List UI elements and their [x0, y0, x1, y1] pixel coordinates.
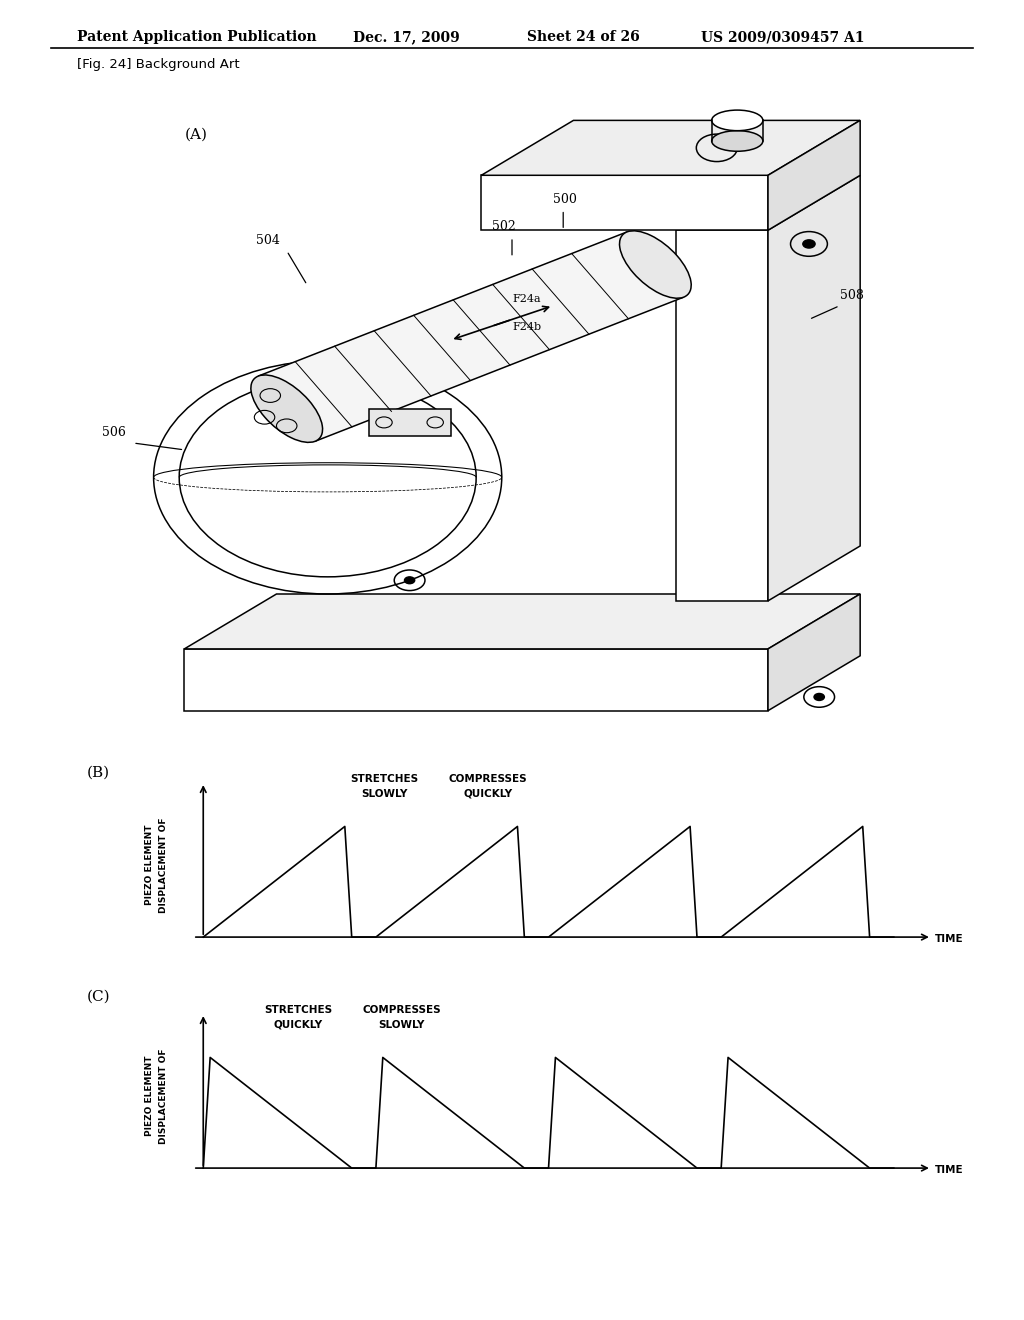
Text: STRETCHES: STRETCHES [350, 775, 419, 784]
Text: (C): (C) [87, 990, 111, 1003]
Text: PIEZO ELEMENT: PIEZO ELEMENT [145, 825, 155, 906]
Polygon shape [768, 594, 860, 710]
Text: QUICKLY: QUICKLY [464, 788, 513, 799]
Text: US 2009/0309457 A1: US 2009/0309457 A1 [701, 30, 865, 45]
Text: F24b: F24b [512, 322, 541, 331]
Polygon shape [184, 649, 768, 710]
Text: (B): (B) [87, 766, 111, 779]
Text: QUICKLY: QUICKLY [273, 1019, 323, 1030]
Polygon shape [768, 120, 860, 230]
Text: 508: 508 [840, 289, 863, 302]
Ellipse shape [712, 110, 763, 131]
Circle shape [803, 240, 815, 248]
Polygon shape [768, 176, 860, 601]
Text: 500: 500 [553, 193, 577, 206]
Text: 504: 504 [256, 234, 280, 247]
Polygon shape [676, 230, 768, 601]
Circle shape [404, 577, 415, 583]
Polygon shape [184, 594, 860, 649]
Text: [Fig. 24] Background Art: [Fig. 24] Background Art [77, 58, 240, 71]
Text: STRETCHES: STRETCHES [264, 1006, 332, 1015]
Text: TIME: TIME [935, 935, 964, 944]
Ellipse shape [620, 231, 691, 298]
Ellipse shape [251, 375, 323, 442]
Text: TIME: TIME [935, 1166, 964, 1175]
Text: DISPLACEMENT OF: DISPLACEMENT OF [159, 817, 168, 913]
Text: PIEZO ELEMENT: PIEZO ELEMENT [145, 1056, 155, 1137]
Text: (A): (A) [184, 127, 207, 141]
Text: Patent Application Publication: Patent Application Publication [77, 30, 316, 45]
Polygon shape [369, 409, 451, 436]
Circle shape [814, 693, 824, 701]
Text: SLOWLY: SLOWLY [379, 1019, 425, 1030]
Text: SLOWLY: SLOWLY [361, 788, 408, 799]
Text: Dec. 17, 2009: Dec. 17, 2009 [353, 30, 460, 45]
Text: COMPRESSES: COMPRESSES [362, 1006, 441, 1015]
Polygon shape [481, 120, 860, 176]
Text: F24a: F24a [512, 294, 541, 305]
Text: COMPRESSES: COMPRESSES [449, 775, 527, 784]
Text: 506: 506 [102, 426, 126, 440]
Text: 502: 502 [492, 220, 515, 234]
Text: Sheet 24 of 26: Sheet 24 of 26 [527, 30, 640, 45]
Ellipse shape [712, 131, 763, 152]
Polygon shape [258, 232, 684, 441]
Text: DISPLACEMENT OF: DISPLACEMENT OF [159, 1048, 168, 1144]
Polygon shape [481, 176, 768, 230]
